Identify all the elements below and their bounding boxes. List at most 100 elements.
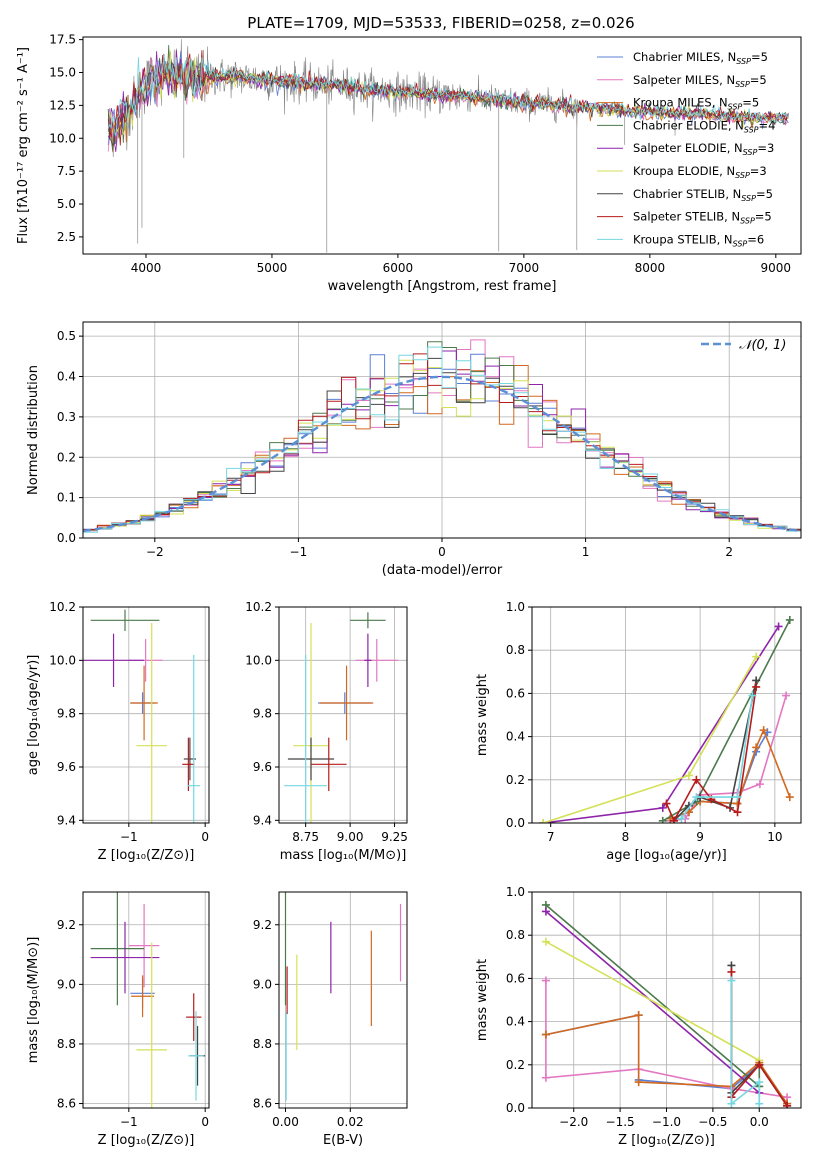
- x-axis-label: Z [log₁₀(Z/Z⊙)]: [98, 1133, 195, 1148]
- x-tick-label: −2: [146, 545, 164, 559]
- plot-area: [83, 609, 200, 823]
- x-tick-label: 0.00: [272, 1115, 299, 1129]
- weight-marker-salpeter-miles: [782, 691, 791, 700]
- weight-line-kroupa-stelib: [730, 980, 761, 1106]
- weight-marker-kroupa-stelib: [748, 691, 757, 700]
- y-tick-label: 7.5: [57, 164, 76, 178]
- legend-entry: Kroupa ELODIE, NSSP=3: [633, 164, 767, 180]
- weight-marker-kroupa-miles: [634, 1078, 643, 1087]
- weight-marker-kroupa-elodie: [539, 819, 548, 823]
- y-tick-label: 9.6: [253, 760, 272, 774]
- legend-count: =5: [756, 187, 773, 201]
- y-axis-label: age [log₁₀(age/yr)]: [26, 655, 41, 776]
- y-tick-label: 9.0: [57, 977, 76, 991]
- x-axis-label: Z [log₁₀(Z/Z⊙)]: [618, 1133, 715, 1148]
- weight-marker-chabrier-elodie: [658, 816, 667, 823]
- x-tick-label: −1.5: [606, 1115, 635, 1129]
- y-tick-label: 0.4: [57, 370, 76, 384]
- errorbar-salpeter-stelib: [186, 993, 202, 1041]
- x-tick-label: 6000: [383, 261, 414, 275]
- weight-marker-salpeter-stelib: [783, 1101, 792, 1108]
- errorbar-kroupa-miles: [319, 665, 374, 741]
- legend-subscript: SSP: [735, 171, 750, 180]
- x-axis-label: age [log₁₀(age/yr)]: [606, 848, 727, 863]
- weight-line-salpeter-miles: [670, 695, 787, 822]
- panel-residuals: 𝒩(0, 1) −2 −1 0 1 2 0.0 0.1 0.2 0.3 0.4 0.5 (data-mo…: [26, 321, 802, 578]
- axes-frame: [278, 606, 408, 824]
- y-axis-label: mass weight: [475, 674, 490, 756]
- panel-mass-vs-EBV: 0.00 0.02 8.6 8.8 9.0 9.2 E(B-V): [253, 891, 408, 1148]
- y-tick-label: 9.2: [57, 918, 76, 932]
- histogram-kroupa-stelib: [83, 346, 801, 533]
- x-axis-label: (data-model)/error: [382, 563, 503, 578]
- plot-area: [284, 892, 402, 1101]
- x-tick-label: 0: [438, 545, 446, 559]
- y-tick-label: 10.0: [49, 131, 76, 145]
- x-axis-label: E(B-V): [323, 1133, 363, 1148]
- weight-marker-kroupa-miles: [759, 726, 768, 735]
- y-tick-label: 8.8: [253, 1037, 272, 1051]
- errorbar-chabrier-elodie: [90, 609, 160, 631]
- y-tick-label: 0.1: [57, 491, 76, 505]
- axes-frame: [531, 606, 802, 824]
- plot-area: [539, 615, 794, 823]
- weight-marker-kroupa-miles: [541, 1030, 550, 1039]
- legend-subscript: SSP: [736, 57, 751, 66]
- normal-curve: [83, 375, 801, 533]
- x-tick-label: −0.5: [698, 1115, 727, 1129]
- legend-subscript: SSP: [733, 239, 748, 248]
- weight-marker-salpeter-miles: [541, 1073, 550, 1082]
- x-tick-label: 2: [725, 545, 733, 559]
- x-tick-label: 1: [582, 545, 590, 559]
- weight-marker-salpeter-stelib: [669, 816, 678, 823]
- errorbar-salpeter-elodie: [90, 921, 160, 994]
- weight-marker-kroupa-stelib: [727, 976, 736, 985]
- y-tick-label: 0.3: [57, 410, 76, 424]
- panel-weight-vs-age: 7 8 9 10 0.0 0.2 0.4 0.6 0.8 1.0 age [log₁₀(age/yr…: [475, 600, 802, 863]
- y-tick-label: 9.8: [57, 707, 76, 721]
- weight-marker-kroupa-miles: [785, 793, 794, 802]
- errorbar-chabrier-stelib: [287, 737, 335, 781]
- legend-subscript: SSP: [744, 125, 759, 134]
- axes-frame: [82, 606, 210, 824]
- x-axis-label: Z [log₁₀(Z/Z⊙)]: [98, 848, 195, 863]
- plot-area: [284, 612, 399, 823]
- weight-line-kroupa-elodie: [542, 656, 757, 823]
- axes-frame: [82, 891, 210, 1109]
- legend-subscript: SSP: [743, 148, 758, 157]
- y-tick-label: 12.5: [49, 98, 76, 112]
- x-tick-label: 7: [547, 830, 555, 844]
- errorbar-kroupa-elodie: [136, 942, 167, 1108]
- y-tick-label: 2.5: [57, 230, 76, 244]
- weight-marker-kroupa-stelib: [755, 1099, 764, 1108]
- panel-age-vs-Z: −1 0 9.4 9.6 9.8 10.0 10.2 Z [log₁₀(Z/Z⊙)] age […: [26, 600, 210, 863]
- panel-mass-vs-Z: −1 0 8.6 8.8 9.0 9.2 Z [log₁₀(Z/Z⊙)] mass [log₁…: [26, 891, 210, 1148]
- legend-subscript: SSP: [741, 194, 756, 203]
- legend-label: Kroupa STELIB, N: [633, 232, 733, 246]
- panel-age-vs-mass: 8.75 9.00 9.25 9.4 9.6 9.8 10.0 10.2 mass [log₁₀…: [245, 600, 408, 863]
- weight-marker-salpeter-stelib: [662, 799, 671, 808]
- legend-entry: 𝒩(0, 1): [739, 338, 786, 353]
- legend-subscript: SSP: [735, 80, 750, 89]
- legend-entry: Chabrier STELIB, NSSP=5: [633, 187, 773, 203]
- weight-marker-kroupa-miles: [634, 1011, 643, 1020]
- x-tick-label: 4000: [131, 261, 162, 275]
- weight-marker-salpeter-elodie: [541, 907, 550, 916]
- y-tick-label: 0.2: [57, 450, 76, 464]
- legend-label: Salpeter MILES, N: [633, 73, 735, 87]
- weight-marker-kroupa-stelib: [692, 793, 701, 802]
- y-axis-label: mass weight: [475, 959, 490, 1041]
- y-tick-label: 0.8: [506, 643, 525, 657]
- x-tick-label: 0.0: [750, 1115, 769, 1129]
- y-tick-label: 0.8: [506, 928, 525, 942]
- legend-label: Chabrier MILES, N: [633, 50, 736, 64]
- x-tick-label: 9000: [761, 261, 792, 275]
- errorbar-chabrier-elodie: [90, 892, 145, 1006]
- weight-line-salpeter-elodie: [543, 625, 780, 823]
- x-tick-label: 8000: [635, 261, 666, 275]
- weight-marker-salpeter-miles: [755, 780, 764, 789]
- y-axis-label: Flux [fλ10⁻¹⁷ erg cm⁻² s⁻¹ A⁻¹]: [16, 47, 31, 244]
- y-tick-label: 0.0: [506, 816, 525, 830]
- weight-marker-kroupa-miles: [752, 743, 761, 752]
